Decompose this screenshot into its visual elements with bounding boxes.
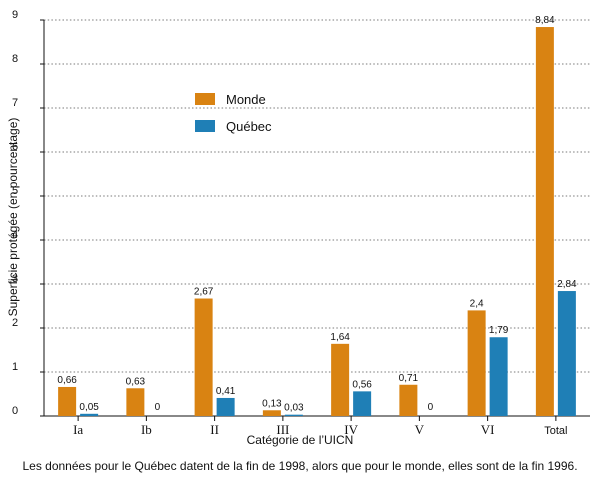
data-label: 0,66 bbox=[57, 375, 77, 386]
y-tick-label: 8 bbox=[12, 53, 18, 65]
data-label: 0 bbox=[155, 402, 161, 413]
y-tick-label: 5 bbox=[12, 185, 18, 197]
y-tick-label: 7 bbox=[12, 97, 18, 109]
y-tick-label: 4 bbox=[12, 229, 18, 241]
bar-quebec bbox=[80, 413, 99, 416]
legend-label: Québec bbox=[226, 119, 272, 134]
bar-monde bbox=[535, 27, 554, 416]
bar-quebec bbox=[216, 397, 235, 416]
data-label: 0,13 bbox=[262, 398, 282, 409]
data-label: 2,4 bbox=[470, 298, 484, 309]
x-tick-label: Total bbox=[544, 425, 567, 437]
data-label: 8,84 bbox=[535, 15, 555, 26]
x-axis-label: Catégorie de l’UICN bbox=[247, 433, 354, 447]
y-tick-label: 9 bbox=[12, 9, 18, 21]
x-tick-label: Ia bbox=[73, 422, 83, 437]
y-tick-label: 1 bbox=[12, 361, 18, 373]
y-tick-label: 2 bbox=[12, 317, 18, 329]
x-tick-label: IV bbox=[344, 422, 358, 437]
data-label: 1,79 bbox=[489, 325, 509, 336]
bar-monde bbox=[399, 384, 418, 416]
labels-layer: 0,66 0,05 0,63 0 2,67 0,41 0,13 0,03 1,64 0,56 0,7… bbox=[57, 15, 577, 414]
data-label: 0,41 bbox=[216, 386, 236, 397]
x-tick-label: VI bbox=[481, 422, 495, 437]
bar-monde bbox=[331, 343, 350, 416]
data-label: 0,56 bbox=[352, 379, 372, 390]
y-axis-label: Superficie protégée (en pourcentage) bbox=[6, 118, 20, 317]
data-label: 0,71 bbox=[399, 373, 419, 384]
legend-swatch bbox=[195, 93, 215, 105]
bar-monde bbox=[262, 410, 281, 416]
x-tick-label: III bbox=[276, 422, 289, 437]
x-tick-label: II bbox=[210, 422, 219, 437]
data-label: 1,64 bbox=[330, 332, 350, 343]
data-label: 0,05 bbox=[79, 402, 99, 413]
bar-quebec bbox=[353, 391, 372, 416]
caption: Les données pour le Québec datent de la … bbox=[22, 459, 577, 473]
bar-quebec bbox=[557, 291, 576, 416]
y-tick-label: 0 bbox=[12, 405, 18, 417]
bar-quebec bbox=[489, 337, 508, 416]
bar-monde bbox=[194, 298, 213, 416]
legend-label: Monde bbox=[226, 92, 266, 107]
x-tick-label: V bbox=[415, 422, 425, 437]
data-label: 0,03 bbox=[284, 403, 304, 414]
data-label: 0,63 bbox=[126, 376, 146, 387]
y-tick-label: 3 bbox=[12, 273, 18, 285]
grid-layer bbox=[44, 19, 590, 373]
data-label: 0 bbox=[428, 402, 434, 413]
bar-monde bbox=[126, 388, 145, 416]
bars-layer bbox=[58, 27, 576, 416]
legend-swatch bbox=[195, 120, 215, 132]
bar-monde bbox=[58, 386, 77, 416]
data-label: 2,84 bbox=[557, 279, 577, 290]
data-label: 2,67 bbox=[194, 287, 214, 298]
x-tick-label: Ib bbox=[141, 422, 152, 437]
bar-monde bbox=[467, 310, 486, 416]
bar-quebec bbox=[284, 414, 303, 416]
y-tick-label: 6 bbox=[12, 141, 18, 153]
legend-layer: Monde Québec bbox=[195, 92, 272, 134]
